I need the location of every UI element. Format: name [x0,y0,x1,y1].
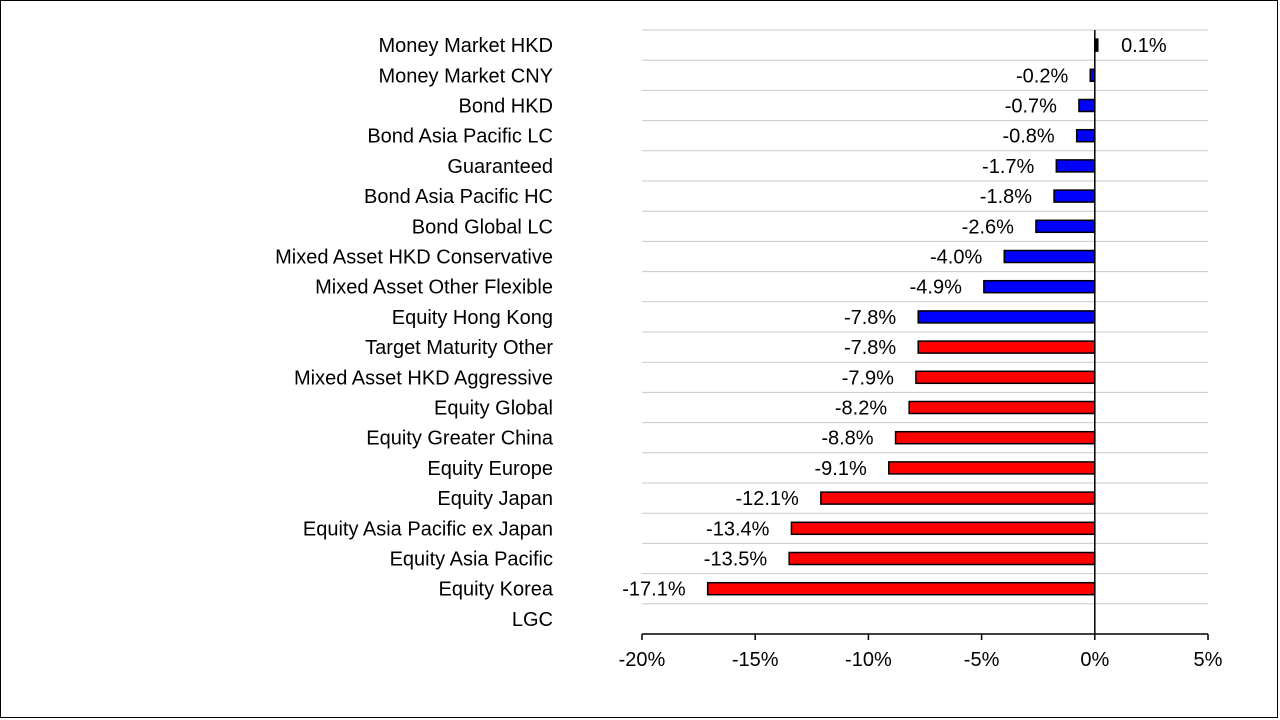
category-label: Bond Asia Pacific LC [367,126,553,148]
data-label: 0.1% [1121,35,1167,57]
bar [894,430,1096,445]
data-label: -1.7% [982,156,1034,178]
bar [983,279,1096,294]
bar [1078,98,1096,113]
bar [917,310,1096,324]
bar [917,340,1096,354]
bar [1075,128,1096,143]
category-label: Equity Asia Pacific [390,549,553,571]
x-tick-label: -5% [964,649,1000,671]
data-label: -13.4% [706,518,770,540]
category-label: Guaranteed [447,156,553,178]
data-label: -8.8% [821,428,873,450]
bar [1053,189,1096,203]
bar [888,461,1096,475]
category-label: Mixed Asset Other Flexible [315,277,553,299]
category-label: Money Market CNY [379,65,554,87]
bar [820,491,1096,505]
bar [915,370,1096,385]
data-label: -9.1% [815,458,867,480]
data-label: -12.1% [735,488,799,510]
bar [1055,159,1096,173]
data-label: -4.0% [930,247,982,269]
category-label: Bond Global LC [412,216,553,238]
x-tick-label: 5% [1194,649,1223,671]
data-label: -0.7% [1005,96,1057,118]
data-label: -1.8% [980,186,1032,208]
bar [1035,219,1096,234]
bar [706,581,1096,596]
category-label: Money Market HKD [379,35,554,57]
data-label: -7.9% [842,367,894,389]
data-label: -0.8% [1002,126,1054,148]
data-label: -2.6% [962,216,1014,238]
x-tick-label: -10% [845,649,892,671]
data-label: -7.8% [844,337,896,359]
category-label: Mixed Asset HKD Aggressive [294,367,553,389]
category-label: Equity Japan [437,488,553,510]
x-tick-label: -20% [619,649,666,671]
data-label: -8.2% [835,398,887,420]
category-label: Mixed Asset HKD Conservative [275,247,553,269]
data-label: -13.5% [704,549,768,571]
category-label: Equity Global [434,398,553,420]
bar [1003,249,1096,264]
bars [706,38,1099,596]
category-label: Equity Asia Pacific ex Japan [303,518,553,540]
data-label: -17.1% [622,579,686,601]
category-label: Equity Europe [427,458,553,480]
x-tick-label: 0% [1080,649,1109,671]
axes [641,30,1209,640]
bar [790,521,1096,536]
bar [788,551,1096,566]
category-label: Bond Asia Pacific HC [364,186,553,208]
x-tick-label: -15% [732,649,779,671]
bar [908,400,1096,415]
data-label: -4.9% [910,277,962,299]
data-label: -7.8% [844,307,896,329]
category-label: Equity Hong Kong [392,307,553,329]
category-label: Target Maturity Other [365,337,553,359]
labels: Money Market HKD 0.1% Money Market CNY -0.2… [275,35,1223,671]
category-label: Equity Greater China [366,428,554,450]
gridlines [642,29,1208,635]
category-label: Bond HKD [459,96,554,118]
category-label: Equity Korea [438,579,553,601]
data-label: -0.2% [1016,65,1068,87]
category-label: LGC [512,609,553,631]
